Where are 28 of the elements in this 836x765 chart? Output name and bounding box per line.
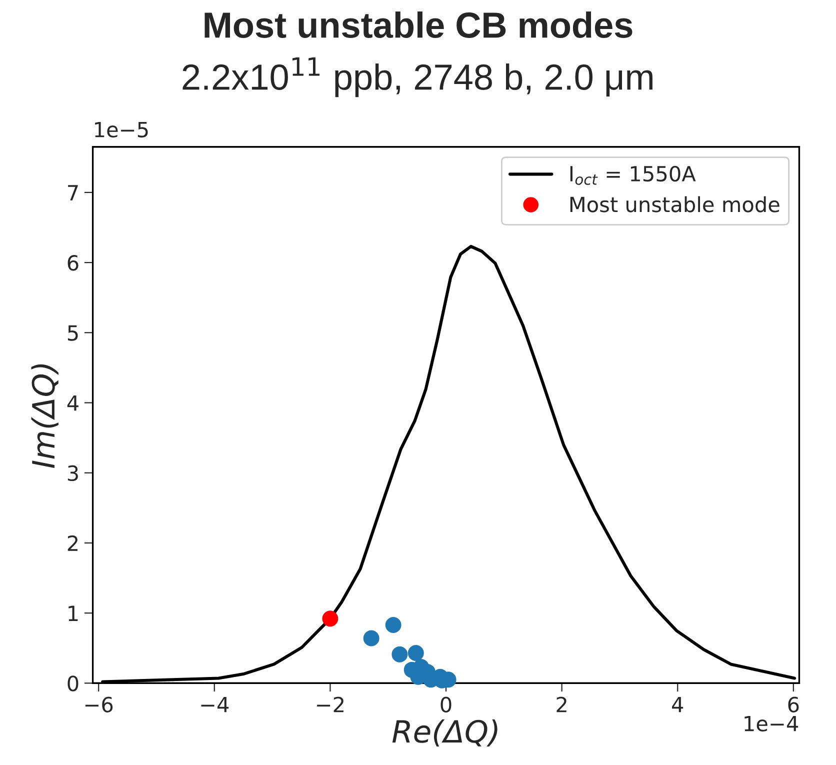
y-tick-label: 4 [67, 395, 78, 411]
x-tick-label: −6 [85, 696, 113, 712]
y-tick-label: 6 [68, 255, 78, 271]
point [392, 646, 408, 662]
y-tick-label: 7 [68, 185, 78, 200]
y-tick-label: 0 [68, 676, 78, 692]
point [385, 616, 402, 633]
x-tick-label: 0 [440, 696, 452, 712]
chart-title: Most unstable CB modes [204, 11, 632, 38]
x-axis-title: Re(ΔQ) [392, 719, 498, 747]
y-tick-label: 5 [68, 325, 78, 341]
x-tick-label: 4 [672, 696, 684, 712]
y-tick-label: 3 [68, 465, 78, 482]
point [408, 645, 424, 661]
x-tick-label: −2 [317, 696, 344, 712]
y-tick-label: 1 [68, 606, 78, 621]
x-tick-label: 2 [556, 696, 566, 712]
x-tick-label: 6 [788, 696, 799, 712]
text: 1e−4 [744, 716, 798, 732]
legend-label: Most unstable mode [570, 196, 780, 212]
x-tick-label: −4 [201, 696, 229, 712]
text: 1e−5 [95, 122, 148, 138]
point [322, 610, 338, 627]
chart-subtitle: 2.2x10$^{11}$ ppb, 2748 b, 2.0 μm [182, 57, 652, 98]
y-axis-title: Im(ΔQ) [31, 364, 58, 468]
legend-label: I$_{oct}$ = 1550A [570, 166, 696, 185]
y-tick-label: 2 [68, 535, 78, 551]
point [363, 630, 380, 646]
